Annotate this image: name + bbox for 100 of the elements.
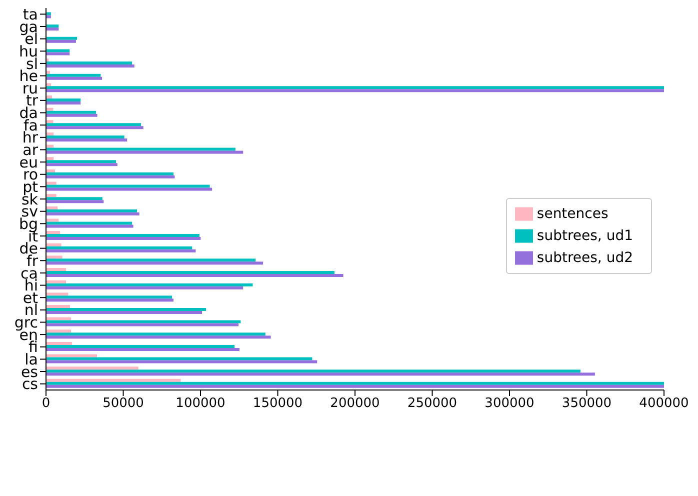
bar	[46, 95, 52, 98]
bar	[46, 310, 202, 314]
bar	[46, 74, 101, 77]
bar	[46, 135, 124, 138]
bar	[46, 132, 54, 136]
bar	[46, 169, 55, 172]
bar	[46, 370, 580, 373]
bar	[46, 378, 181, 382]
bar	[46, 52, 70, 56]
x-tick-label: 50000	[102, 396, 144, 412]
bar	[46, 296, 172, 299]
bar	[46, 249, 196, 252]
x-tick-label: 100000	[176, 396, 226, 412]
bar	[46, 148, 236, 151]
bar	[46, 200, 104, 204]
x-tick-label: 0	[42, 396, 50, 412]
bar	[46, 157, 54, 160]
bar	[46, 330, 72, 333]
bar	[46, 308, 206, 311]
bar	[46, 98, 81, 102]
bar	[46, 372, 595, 376]
bar	[46, 28, 59, 31]
bar	[46, 144, 54, 148]
bar	[46, 360, 318, 364]
bar	[46, 114, 98, 117]
bar	[46, 323, 239, 326]
bar	[46, 101, 81, 104]
bar	[46, 274, 344, 278]
bar	[46, 86, 664, 90]
bar	[46, 320, 241, 324]
bar	[46, 36, 78, 40]
bar	[46, 175, 175, 178]
bar	[46, 304, 70, 308]
bar	[46, 237, 201, 240]
bar	[46, 382, 664, 385]
bar	[46, 283, 253, 286]
bar	[46, 262, 264, 265]
bar	[46, 298, 174, 302]
bar	[46, 182, 56, 185]
bar	[46, 150, 244, 154]
y-tick-label: ar	[22, 141, 39, 160]
bar	[46, 172, 174, 176]
x-tick-label: 200000	[330, 396, 380, 412]
bar	[46, 123, 142, 126]
bar	[46, 286, 244, 290]
bar	[46, 64, 134, 68]
bar	[46, 126, 144, 130]
bar	[46, 234, 200, 238]
bar	[46, 83, 51, 86]
bar	[46, 344, 234, 348]
bar	[46, 292, 68, 296]
x-tick-label: 250000	[407, 396, 458, 412]
bar	[46, 206, 58, 210]
bar	[46, 194, 56, 198]
bar	[46, 246, 192, 250]
bar	[46, 49, 70, 52]
bar	[46, 89, 664, 92]
bar	[46, 76, 102, 80]
bar	[46, 384, 664, 388]
bar	[46, 160, 116, 164]
bar	[46, 317, 72, 320]
bar	[46, 15, 51, 18]
bar	[46, 40, 76, 43]
bar	[46, 268, 66, 272]
bar	[46, 222, 132, 225]
bar	[46, 224, 134, 228]
bar	[46, 348, 240, 351]
bar	[46, 336, 271, 339]
bar	[46, 110, 96, 114]
bar	[46, 354, 97, 358]
bar	[46, 280, 66, 284]
bar	[46, 212, 140, 216]
bar	[46, 197, 102, 200]
bar	[46, 357, 312, 360]
bar	[46, 342, 72, 345]
bar	[46, 243, 62, 246]
x-tick-label: 350000	[562, 396, 612, 412]
bar	[46, 138, 128, 142]
bar	[46, 120, 54, 124]
y-tick-label: la	[24, 350, 38, 369]
bar	[46, 184, 210, 188]
bar	[46, 62, 132, 65]
legend-label: sentences	[536, 206, 608, 222]
x-tick-label: 300000	[484, 396, 534, 412]
x-tick-label: 400000	[639, 396, 689, 412]
bar	[46, 366, 138, 370]
bar	[46, 332, 266, 336]
bar	[46, 108, 54, 111]
bar	[46, 271, 334, 274]
bar	[46, 24, 59, 28]
bar	[46, 209, 137, 212]
bar	[46, 163, 118, 166]
y-tick-label: ta	[22, 5, 38, 24]
bar	[46, 218, 59, 222]
bar	[46, 256, 62, 259]
bar	[46, 12, 51, 16]
legend-label: subtrees, ud2	[536, 250, 633, 266]
legend-label: subtrees, ud1	[536, 228, 633, 244]
bar	[46, 258, 256, 262]
bar	[46, 188, 212, 191]
